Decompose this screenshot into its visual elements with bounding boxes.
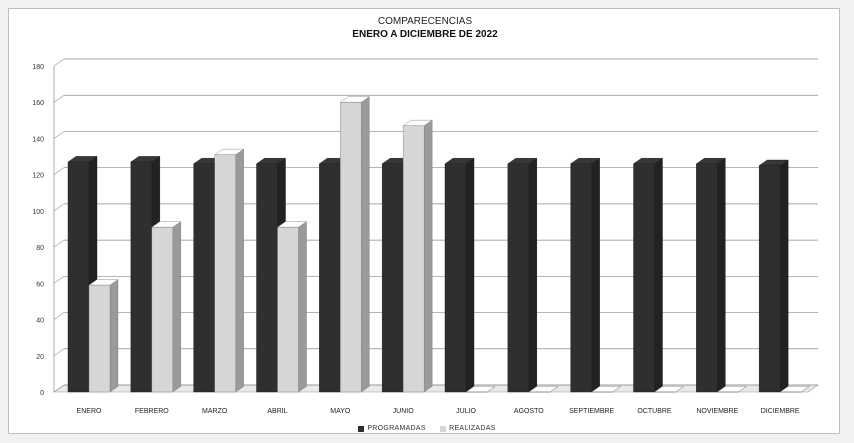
x-tick-label: SEPTIEMBRE (569, 408, 614, 415)
bar-realizadas-junio (403, 120, 432, 392)
y-tick-label: 140 (32, 136, 44, 143)
legend-swatch-programadas (358, 426, 364, 432)
legend-item-programadas: PROGRAMADAS (358, 425, 426, 432)
gridline-diagonal (54, 240, 64, 247)
bar-realizadas-marzo (215, 149, 244, 392)
bar-realizadas-enero (89, 280, 118, 392)
chart-legend: PROGRAMADAS REALIZADAS (0, 425, 854, 434)
y-tick-label: 20 (36, 354, 44, 361)
bar-realizadas-abril (278, 222, 307, 392)
y-tick-label: 40 (36, 318, 44, 325)
x-tick-label: JUNIO (393, 408, 415, 415)
x-tick-label: DICIEMBRE (761, 408, 800, 415)
y-tick-label: 180 (32, 64, 44, 71)
bar-programadas-noviembre (696, 158, 725, 392)
bar-programadas-agosto (508, 158, 537, 392)
x-tick-label: FEBRERO (135, 408, 169, 415)
y-tick-label: 60 (36, 281, 44, 288)
y-tick-label: 120 (32, 173, 44, 180)
y-tick-label: 100 (32, 209, 44, 216)
gridline-diagonal (54, 59, 64, 66)
x-tick-label: ABRIL (267, 408, 287, 415)
bar-programadas-julio (445, 158, 474, 392)
x-tick-label: NOVIEMBRE (696, 408, 738, 415)
bar-programadas-octubre (634, 158, 663, 392)
x-tick-label: ENERO (77, 408, 102, 415)
y-tick-label: 0 (40, 390, 44, 397)
x-tick-label: JULIO (456, 408, 476, 415)
y-tick-label: 80 (36, 245, 44, 252)
legend-label-programadas: PROGRAMADAS (367, 425, 426, 432)
x-tick-label: MARZO (202, 408, 228, 415)
bar-programadas-diciembre (759, 160, 788, 392)
x-tick-label: AGOSTO (514, 408, 544, 415)
bar-realizadas-febrero (152, 222, 181, 392)
bar-programadas-septiembre (571, 158, 600, 392)
x-tick-label: OCTUBRE (637, 408, 672, 415)
gridline-diagonal (54, 204, 64, 211)
gridline-diagonal (54, 276, 64, 283)
gridline-diagonal (54, 168, 64, 175)
legend-label-realizadas: REALIZADAS (449, 425, 496, 432)
x-tick-label: MAYO (330, 408, 351, 415)
gridline-diagonal (54, 95, 64, 102)
legend-swatch-realizadas (440, 426, 446, 432)
y-tick-label: 160 (32, 100, 44, 107)
gridline-diagonal (54, 131, 64, 138)
bar-realizadas-mayo (340, 97, 369, 392)
gridline-diagonal (54, 349, 64, 356)
gridline-diagonal (54, 313, 64, 320)
legend-item-realizadas: REALIZADAS (440, 425, 496, 432)
